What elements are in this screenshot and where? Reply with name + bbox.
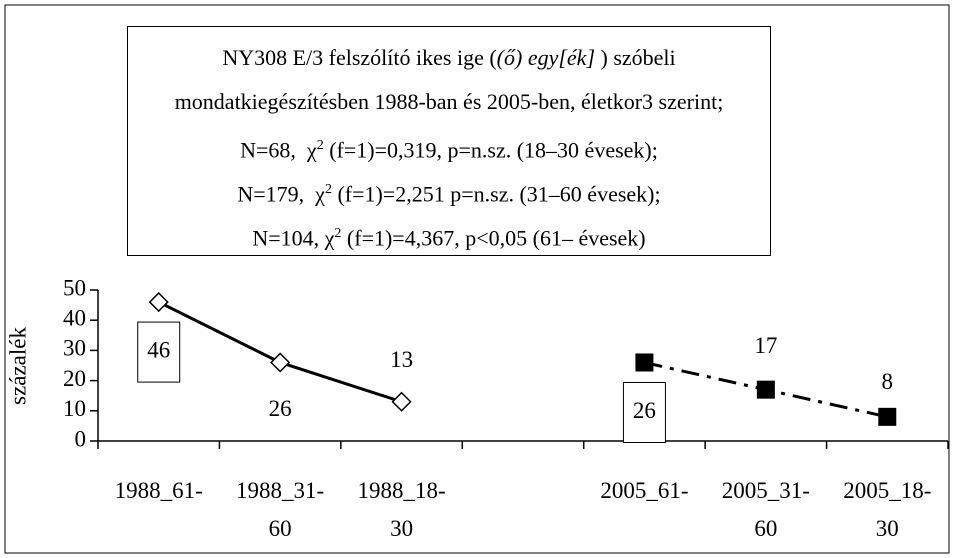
marker bbox=[148, 292, 169, 313]
title-line: N=179, χ2 (f=1)=2,251 p=n.sz. (31–60 éve… bbox=[128, 175, 770, 219]
title-text: ) szóbeli bbox=[595, 45, 676, 70]
title-text: 2 bbox=[324, 182, 332, 197]
title-text: N=104, χ bbox=[252, 225, 335, 251]
data-label-box bbox=[622, 381, 666, 443]
title-text: NY308 E/3 felszólító ikes ige ( bbox=[222, 45, 497, 70]
title-text: N=179, χ bbox=[237, 181, 325, 207]
title-line: NY308 E/3 felszólító ikes ige ((ő) egy[é… bbox=[128, 43, 770, 87]
data-label: 26 bbox=[633, 398, 656, 423]
data-label-box bbox=[137, 321, 181, 383]
y-axis-label: százalék bbox=[5, 327, 30, 405]
chart-title: NY308 E/3 felszólító ikes ige ((ő) egy[é… bbox=[127, 26, 771, 256]
data-label: 46 bbox=[147, 337, 170, 362]
data-label: 17 bbox=[754, 333, 777, 358]
x-tick-label: 1988_61- bbox=[114, 478, 203, 503]
marker bbox=[270, 352, 291, 373]
chart-frame bbox=[4, 4, 950, 554]
marker bbox=[635, 353, 654, 372]
series-line bbox=[158, 300, 403, 404]
marker bbox=[756, 380, 775, 399]
x-tick-label: 2005_31-60 bbox=[721, 478, 810, 541]
title-text: N=68, χ bbox=[240, 137, 317, 163]
marker bbox=[391, 391, 412, 412]
title-text: (ő) egy[ék] bbox=[496, 45, 596, 70]
data-label: 26 bbox=[269, 396, 292, 421]
y-tick-label: 50 bbox=[63, 275, 86, 300]
title-text: (f=1)=2,251 p=n.sz. (31–60 évesek); bbox=[331, 181, 661, 207]
x-tick-label: 2005_18-30 bbox=[843, 478, 932, 541]
title-line: N=68, χ2 (f=1)=0,319, p=n.sz. (18–30 éve… bbox=[128, 131, 770, 175]
title-line: N=104, χ2 (f=1)=4,367, p<0,05 (61– évese… bbox=[128, 219, 770, 263]
y-tick-label: 0 bbox=[75, 426, 87, 451]
x-tick-label: 1988_31-60 bbox=[236, 478, 325, 541]
title-text: mondatkiegészítésben 1988-ban és 2005-be… bbox=[174, 89, 724, 114]
x-tick-label: 1988_18-30 bbox=[357, 478, 446, 541]
data-label: 8 bbox=[882, 369, 894, 394]
title-text: (f=1)=0,319, p=n.sz. (18–30 évesek); bbox=[323, 137, 658, 163]
y-tick-label: 30 bbox=[63, 336, 86, 361]
y-tick-label: 40 bbox=[63, 305, 86, 330]
y-tick-label: 10 bbox=[63, 396, 86, 421]
marker bbox=[878, 407, 897, 426]
data-label: 13 bbox=[390, 347, 413, 372]
title-text: 2 bbox=[334, 226, 342, 241]
x-tick-label: 2005_61- bbox=[600, 478, 689, 503]
title-text: 2 bbox=[316, 138, 324, 153]
y-tick-label: 20 bbox=[63, 366, 86, 391]
title-line: mondatkiegészítésben 1988-ban és 2005-be… bbox=[128, 87, 770, 131]
title-text: (f=1)=4,367, p<0,05 (61– évesek) bbox=[341, 225, 646, 251]
